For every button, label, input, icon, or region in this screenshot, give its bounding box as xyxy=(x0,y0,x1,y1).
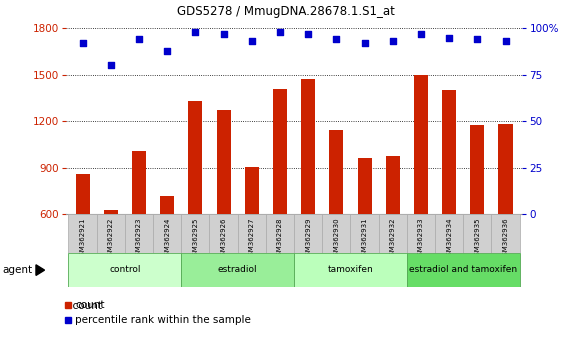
Point xyxy=(134,37,143,42)
Text: control: control xyxy=(109,266,140,274)
Bar xyxy=(153,214,181,253)
Bar xyxy=(435,214,463,253)
Bar xyxy=(245,167,259,214)
Bar xyxy=(294,214,322,253)
Point xyxy=(501,39,510,44)
Point xyxy=(445,35,454,40)
Text: GSM362932: GSM362932 xyxy=(390,217,396,260)
Point xyxy=(360,40,369,46)
Text: tamoxifen: tamoxifen xyxy=(328,266,373,274)
Bar xyxy=(181,253,294,287)
Text: GSM362931: GSM362931 xyxy=(361,217,368,260)
Bar xyxy=(125,214,153,253)
Bar xyxy=(442,90,456,214)
Text: estradiol: estradiol xyxy=(218,266,258,274)
Text: count: count xyxy=(75,300,104,310)
Text: GSM362922: GSM362922 xyxy=(108,217,114,260)
Text: GSM362936: GSM362936 xyxy=(502,217,509,260)
Bar xyxy=(216,110,231,214)
Text: GSM362924: GSM362924 xyxy=(164,217,170,260)
Point xyxy=(416,31,425,37)
Text: GSM362926: GSM362926 xyxy=(220,217,227,260)
Point xyxy=(219,31,228,37)
Text: GSM362935: GSM362935 xyxy=(475,217,480,260)
Point xyxy=(163,48,172,53)
Bar xyxy=(385,156,400,214)
Bar xyxy=(69,253,181,287)
Bar xyxy=(160,195,174,214)
Bar xyxy=(69,214,96,253)
Point xyxy=(332,37,341,42)
Text: GSM362923: GSM362923 xyxy=(136,217,142,260)
Bar xyxy=(498,124,513,214)
Bar xyxy=(463,214,492,253)
Point xyxy=(247,39,256,44)
Bar xyxy=(75,174,90,214)
Text: GSM362928: GSM362928 xyxy=(277,217,283,260)
Text: GSM362921: GSM362921 xyxy=(79,217,86,260)
Text: GSM362925: GSM362925 xyxy=(192,217,198,260)
Bar xyxy=(301,79,315,214)
Point xyxy=(304,31,313,37)
Bar xyxy=(210,214,238,253)
Point xyxy=(473,37,482,42)
Text: GSM362930: GSM362930 xyxy=(333,217,339,260)
Text: agent: agent xyxy=(3,265,33,275)
Point xyxy=(388,39,397,44)
Bar xyxy=(104,210,118,214)
Text: GSM362933: GSM362933 xyxy=(418,217,424,260)
Point xyxy=(78,40,87,46)
Bar xyxy=(266,214,294,253)
Bar xyxy=(188,101,203,214)
Bar xyxy=(407,214,435,253)
Bar xyxy=(96,214,125,253)
Bar xyxy=(238,214,266,253)
Bar xyxy=(471,125,484,214)
Bar xyxy=(294,253,407,287)
Bar xyxy=(407,253,520,287)
Bar xyxy=(492,214,520,253)
Bar xyxy=(379,214,407,253)
Text: count: count xyxy=(66,301,102,311)
Text: GSM362929: GSM362929 xyxy=(305,217,311,260)
Bar xyxy=(132,151,146,214)
Polygon shape xyxy=(36,265,45,275)
Point xyxy=(106,63,115,68)
Text: estradiol and tamoxifen: estradiol and tamoxifen xyxy=(409,266,517,274)
Bar xyxy=(322,214,351,253)
Point xyxy=(275,29,284,35)
Point xyxy=(191,29,200,35)
Bar xyxy=(414,75,428,214)
Bar xyxy=(273,89,287,214)
Text: GSM362934: GSM362934 xyxy=(446,217,452,260)
Text: GDS5278 / MmugDNA.28678.1.S1_at: GDS5278 / MmugDNA.28678.1.S1_at xyxy=(176,5,395,18)
Bar xyxy=(351,214,379,253)
Bar xyxy=(181,214,210,253)
Bar xyxy=(357,158,372,214)
Bar xyxy=(329,130,343,214)
Text: percentile rank within the sample: percentile rank within the sample xyxy=(75,315,251,325)
Text: GSM362927: GSM362927 xyxy=(249,217,255,260)
